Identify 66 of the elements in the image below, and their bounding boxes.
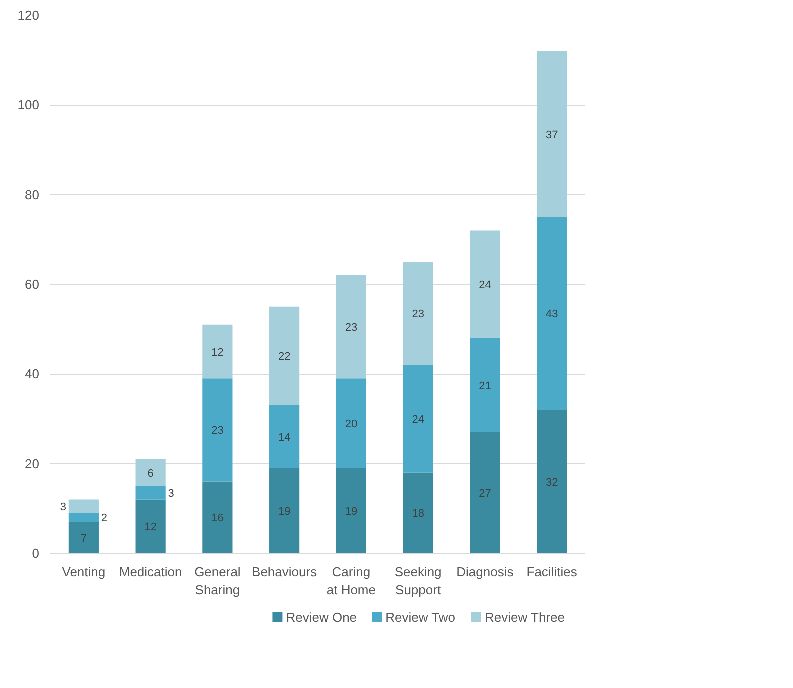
data-label: 37	[546, 129, 558, 142]
data-label: 3	[168, 488, 174, 500]
y-tick-label: 80	[25, 187, 40, 202]
bar	[202, 482, 233, 554]
data-label: 23	[412, 308, 424, 321]
bar	[202, 378, 233, 482]
y-tick-label: 40	[25, 366, 40, 382]
x-tick-label: General Sharing	[194, 564, 241, 598]
x-tick-label: Seeking Support	[394, 564, 442, 598]
legend-label: Review Two	[386, 610, 456, 625]
x-tick-label: Caring at Home	[326, 564, 376, 598]
bar	[136, 486, 166, 500]
bar	[470, 432, 500, 554]
data-label: 14	[278, 432, 291, 444]
data-label: 27	[479, 488, 492, 500]
data-label: 19	[278, 506, 291, 518]
bar	[537, 410, 568, 554]
data-label: 23	[345, 322, 358, 334]
y-tick-label: 20	[25, 456, 40, 472]
x-tick-label: Facilities	[526, 564, 578, 580]
bar	[336, 378, 366, 468]
data-label: 3	[60, 501, 67, 514]
data-label: 7	[80, 532, 88, 545]
bar	[202, 324, 233, 379]
data-label: 18	[412, 508, 424, 520]
data-label: 21	[479, 380, 492, 392]
legend-label: Review One	[286, 610, 358, 625]
bar	[270, 406, 300, 468]
bar	[336, 276, 366, 379]
data-label: 20	[345, 418, 358, 430]
bar	[403, 472, 434, 554]
x-tick-label: Venting	[62, 564, 106, 580]
y-tick-label: 100	[18, 98, 40, 113]
data-label: 16	[212, 512, 224, 525]
bar	[68, 522, 99, 554]
data-label: 32	[546, 476, 558, 489]
bar	[270, 468, 300, 554]
x-tick-label: Medication	[119, 564, 182, 580]
bar	[68, 513, 99, 522]
data-label: 12	[212, 346, 224, 359]
bar	[136, 459, 166, 486]
data-label: 43	[546, 308, 558, 321]
data-label: 24	[479, 280, 492, 292]
x-tick-label: Behaviours	[252, 564, 318, 580]
data-label: 24	[412, 414, 424, 426]
data-label: 23	[212, 425, 224, 438]
bar	[403, 262, 434, 366]
data-label: 19	[345, 506, 358, 518]
y-tick-label: 120	[18, 8, 40, 23]
bar	[270, 306, 300, 406]
bar	[403, 365, 434, 473]
data-label: 2	[101, 512, 108, 525]
data-label: 22	[278, 351, 291, 364]
bar	[537, 217, 568, 410]
bar	[470, 338, 500, 432]
bar	[68, 500, 99, 514]
bar	[537, 51, 568, 218]
legend-label: Review Three	[485, 610, 565, 625]
bar	[470, 230, 500, 338]
data-label: 12	[144, 522, 157, 534]
x-tick-label: Diagnosis	[456, 564, 514, 580]
y-tick-label: 0	[32, 546, 40, 561]
bar	[136, 500, 166, 554]
bar	[336, 468, 366, 554]
data-label: 6	[148, 468, 154, 480]
y-tick-label: 60	[25, 277, 40, 292]
